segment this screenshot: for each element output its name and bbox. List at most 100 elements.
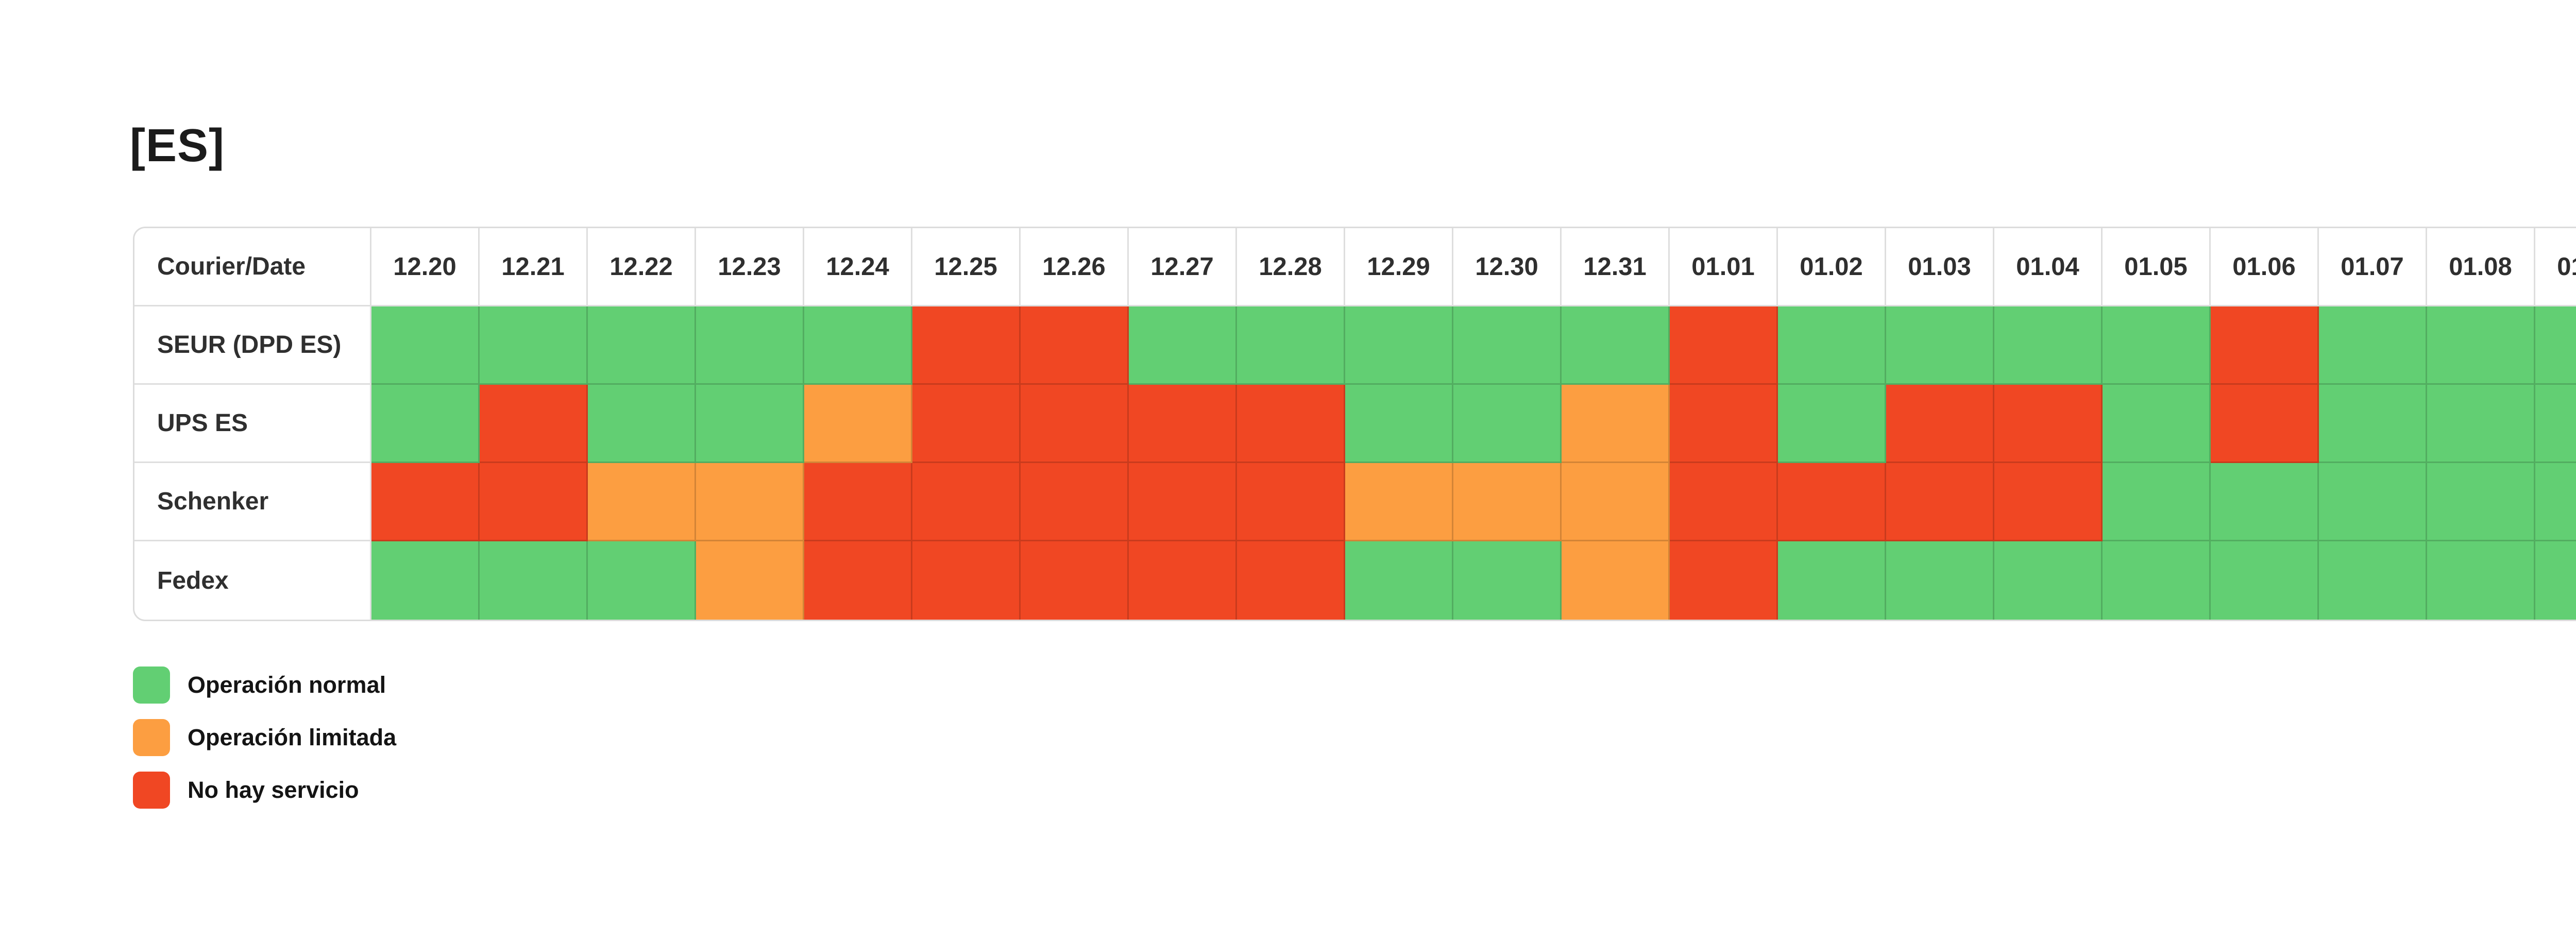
status-cell <box>2103 463 2211 541</box>
date-header-01.01: 01.01 <box>1670 228 1778 306</box>
status-cell <box>480 385 588 463</box>
courier-label: Schenker <box>134 463 371 541</box>
status-cell <box>1237 541 1345 620</box>
date-header-12.28: 12.28 <box>1237 228 1345 306</box>
date-header-12.27: 12.27 <box>1129 228 1237 306</box>
legend-item-none: No hay servicio <box>133 772 396 809</box>
date-header-12.21: 12.21 <box>480 228 588 306</box>
status-cell <box>2211 463 2319 541</box>
status-cell <box>2103 541 2211 620</box>
status-cell <box>2427 385 2535 463</box>
date-header-12.29: 12.29 <box>1345 228 1453 306</box>
legend-label: No hay servicio <box>188 777 359 803</box>
status-cell <box>2211 385 2319 463</box>
status-cell <box>696 463 804 541</box>
status-cell <box>804 541 912 620</box>
status-cell <box>1129 463 1237 541</box>
legend-swatch-normal <box>133 666 170 704</box>
status-cell <box>804 463 912 541</box>
status-cell <box>912 541 1021 620</box>
status-cell <box>480 306 588 385</box>
status-cell <box>1345 385 1453 463</box>
date-header-01.08: 01.08 <box>2427 228 2535 306</box>
date-header-01.04: 01.04 <box>1994 228 2103 306</box>
status-cell <box>1562 463 1670 541</box>
corner-header-cell: Courier/Date <box>134 228 371 306</box>
legend-item-normal: Operación normal <box>133 666 396 704</box>
legend-label: Operación normal <box>188 672 386 698</box>
status-cell <box>2319 541 2427 620</box>
status-cell <box>588 463 696 541</box>
date-header-12.31: 12.31 <box>1562 228 1670 306</box>
date-header-12.30: 12.30 <box>1453 228 1562 306</box>
legend-label: Operación limitada <box>188 724 397 750</box>
status-cell <box>1129 385 1237 463</box>
date-header-01.05: 01.05 <box>2103 228 2211 306</box>
status-cell <box>1345 541 1453 620</box>
status-cell <box>2427 306 2535 385</box>
legend: Operación normal Operación limitada No hay… <box>133 666 396 809</box>
status-cell <box>2103 385 2211 463</box>
status-cell <box>1778 306 1886 385</box>
courier-label: UPS ES <box>134 385 371 463</box>
status-cell <box>2211 306 2319 385</box>
status-cell <box>2535 541 2576 620</box>
status-cell <box>1778 541 1886 620</box>
status-cell <box>1345 463 1453 541</box>
status-cell <box>588 385 696 463</box>
status-cell <box>696 306 804 385</box>
status-cell <box>1129 306 1237 385</box>
status-cell <box>371 306 480 385</box>
status-cell <box>696 385 804 463</box>
date-header-01.06: 01.06 <box>2211 228 2319 306</box>
courier-status-table: Courier/Date 12.20 12.21 12.22 12.23 12.24 12… <box>133 227 2576 621</box>
status-cell <box>2319 463 2427 541</box>
status-cell <box>480 463 588 541</box>
status-cell <box>1453 306 1562 385</box>
status-cell <box>1021 385 1129 463</box>
table-body: SEUR (DPD ES) UPS ES Schenker Fedex <box>134 306 2576 620</box>
status-cell <box>1453 385 1562 463</box>
courier-label: SEUR (DPD ES) <box>134 306 371 385</box>
status-cell <box>1562 306 1670 385</box>
status-cell <box>1670 541 1778 620</box>
date-header-12.20: 12.20 <box>371 228 480 306</box>
status-cell <box>912 385 1021 463</box>
status-cell <box>912 463 1021 541</box>
legend-swatch-none <box>133 772 170 809</box>
status-cell <box>2535 385 2576 463</box>
status-cell <box>1345 306 1453 385</box>
legend-item-limited: Operación limitada <box>133 719 396 756</box>
status-cell <box>588 306 696 385</box>
status-cell <box>1021 306 1129 385</box>
status-cell <box>371 463 480 541</box>
status-cell <box>1670 463 1778 541</box>
legend-swatch-limited <box>133 719 170 756</box>
status-cell <box>371 385 480 463</box>
status-cell <box>480 541 588 620</box>
status-cell <box>1453 463 1562 541</box>
status-cell <box>2103 306 2211 385</box>
status-cell <box>2535 463 2576 541</box>
date-header-01.09: 01.09 <box>2535 228 2576 306</box>
status-cell <box>2319 385 2427 463</box>
status-cell <box>1994 463 2103 541</box>
courier-label: Fedex <box>134 541 371 620</box>
status-cell <box>1886 306 1994 385</box>
date-header-12.24: 12.24 <box>804 228 912 306</box>
status-cell <box>1021 463 1129 541</box>
status-cell <box>1237 385 1345 463</box>
status-cell <box>2211 541 2319 620</box>
status-cell <box>1994 306 2103 385</box>
status-cell <box>912 306 1021 385</box>
status-cell <box>1886 463 1994 541</box>
status-cell <box>1778 463 1886 541</box>
date-header-12.22: 12.22 <box>588 228 696 306</box>
date-header-01.07: 01.07 <box>2319 228 2427 306</box>
status-cell <box>1994 541 2103 620</box>
status-cell <box>1237 306 1345 385</box>
status-cell <box>1670 385 1778 463</box>
status-cell <box>696 541 804 620</box>
page-title: [ES] <box>130 120 225 172</box>
status-cell <box>1778 385 1886 463</box>
